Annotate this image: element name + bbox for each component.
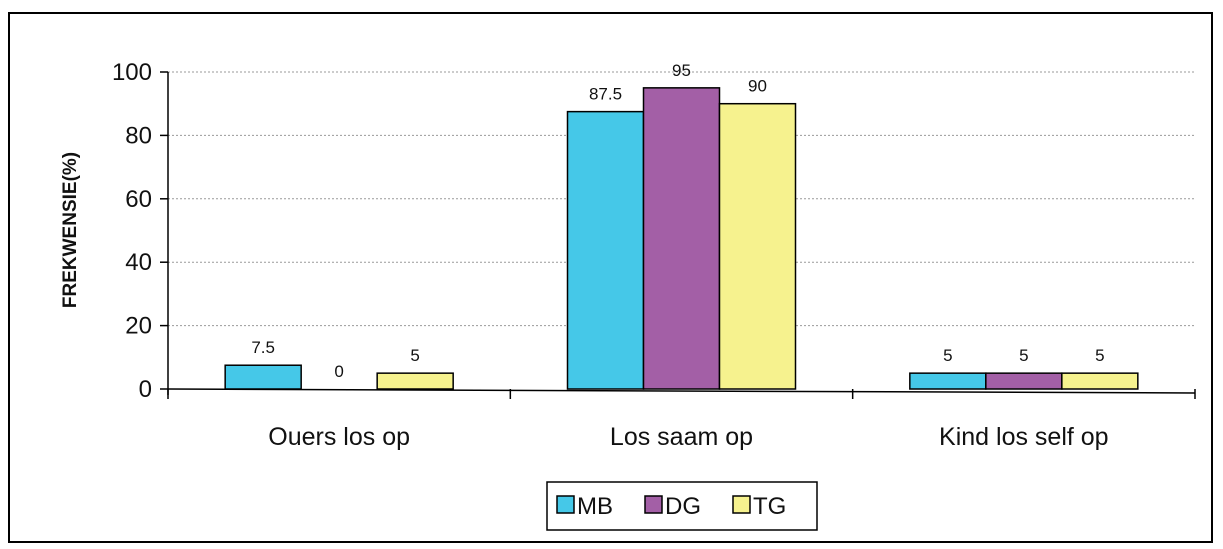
bar-tg xyxy=(1061,372,1139,390)
legend-label-tg: TG xyxy=(753,493,786,520)
legend-label-mb: MB xyxy=(577,493,613,520)
data-label: 5 xyxy=(1095,346,1104,365)
bar-mb xyxy=(909,372,987,390)
x-axis-line xyxy=(167,388,1196,394)
x-category-label: Ouers los op xyxy=(268,423,410,451)
y-tick-label: 0 xyxy=(139,376,152,403)
y-axis-title: FREKWENSIE(%) xyxy=(60,152,81,308)
bar-tg xyxy=(376,372,454,390)
bar-dg xyxy=(642,87,721,390)
y-tick-label: 40 xyxy=(125,249,152,276)
data-label: 5 xyxy=(1019,346,1028,365)
y-tick-label: 20 xyxy=(125,313,152,340)
bars xyxy=(224,87,1139,390)
data-label: 5 xyxy=(943,346,952,365)
legend-swatch-dg xyxy=(644,495,663,514)
category-labels: Ouers los op Los saam op Kind los self op xyxy=(268,423,1108,451)
data-label: 95 xyxy=(672,61,691,80)
bar-mb xyxy=(224,364,302,390)
data-label: 87.5 xyxy=(589,85,622,104)
y-tick-label: 100 xyxy=(112,59,152,86)
data-label: 0 xyxy=(334,362,343,381)
legend-box xyxy=(546,481,818,531)
y-tick-label: 80 xyxy=(125,122,152,149)
legend-swatch-mb xyxy=(556,495,575,514)
legend-swatch-tg xyxy=(732,495,751,514)
axes xyxy=(160,71,1196,399)
bar-tg xyxy=(718,102,797,390)
chart-frame xyxy=(8,12,1213,543)
x-category-label: Kind los self op xyxy=(939,423,1109,451)
legend: MB DG TG xyxy=(546,481,818,531)
data-labels: 7.5 0 5 87.5 95 90 5 5 5 xyxy=(251,61,1104,381)
legend-label-dg: DG xyxy=(665,493,701,520)
data-label: 7.5 xyxy=(251,338,275,357)
y-tick-labels: 0 20 40 60 80 100 xyxy=(112,59,152,403)
bar-mb xyxy=(566,110,645,390)
data-label: 5 xyxy=(410,346,419,365)
bar-dg xyxy=(985,372,1063,390)
data-label: 90 xyxy=(748,77,767,96)
x-category-label: Los saam op xyxy=(610,423,753,451)
y-tick-label: 60 xyxy=(125,186,152,213)
